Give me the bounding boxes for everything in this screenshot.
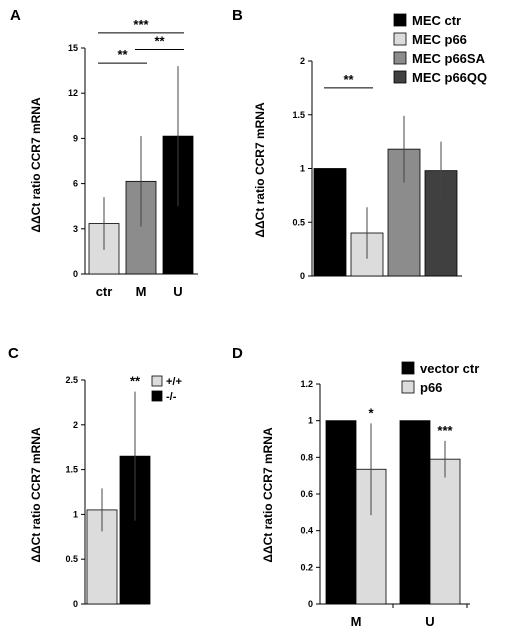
legend-swatch-c-1 [151, 390, 163, 402]
significance-label-a-1: ** [154, 34, 165, 49]
y-axis-label-a: ΔΔCt ratio CCR7 mRNA [29, 97, 43, 233]
y-tick-label-b-3: 1.5 [292, 110, 305, 120]
y-tick-label-b-1: 0.5 [292, 217, 305, 227]
y-tick-label-c-0: 0 [73, 599, 78, 609]
legend-swatch-b-3 [393, 70, 407, 84]
y-tick-label-a-5: 15 [68, 43, 78, 53]
annotation-label-d-1: *** [437, 423, 453, 438]
bar-d-0-0 [325, 420, 357, 605]
panel-letter-b: B [232, 7, 243, 24]
y-tick-label-b-4: 2 [300, 56, 305, 66]
legend-swatch-d-0 [401, 361, 415, 375]
y-tick-label-a-4: 12 [68, 88, 78, 98]
category-label-a-1: M [136, 284, 147, 299]
y-tick-label-d-4: 0.8 [300, 452, 313, 462]
legend-swatch-d-1 [401, 380, 415, 394]
legend-swatch-c-0 [151, 375, 163, 387]
legend-swatch-b-0 [393, 13, 407, 27]
y-tick-label-c-5: 2.5 [65, 375, 78, 385]
significance-label-b-0: ** [343, 72, 354, 87]
y-tick-label-d-6: 1.2 [300, 379, 313, 389]
category-label-d-1: U [425, 614, 434, 629]
legend-label-c-1: -/- [166, 391, 177, 403]
y-tick-label-c-2: 1 [73, 509, 78, 519]
annotation-label-c-0: ** [130, 374, 141, 389]
panel-letter-d: D [232, 345, 243, 362]
y-tick-label-a-0: 0 [73, 269, 78, 279]
legend-swatch-b-2 [393, 51, 407, 65]
y-tick-label-d-0: 0 [308, 599, 313, 609]
y-axis-label-d: ΔΔCt ratio CCR7 mRNA [261, 427, 275, 563]
legend-swatch-b-1 [393, 32, 407, 46]
y-tick-label-c-3: 1.5 [65, 465, 78, 475]
y-tick-label-c-1: 0.5 [65, 554, 78, 564]
y-tick-label-b-2: 1 [300, 164, 305, 174]
legend-label-c-0: +/+ [166, 376, 182, 388]
panel-letter-a: A [10, 7, 21, 24]
y-tick-label-a-1: 3 [73, 224, 78, 234]
legend-label-d-1: p66 [420, 380, 442, 395]
significance-label-a-2: *** [133, 17, 149, 32]
bar-d-1-1 [429, 458, 461, 605]
legend-label-b-2: MEC p66SA [412, 51, 486, 66]
y-tick-label-d-5: 1 [308, 416, 313, 426]
legend-label-b-0: MEC ctr [412, 13, 461, 28]
category-label-a-2: U [173, 284, 182, 299]
significance-label-a-0: ** [117, 47, 128, 62]
y-tick-label-b-0: 0 [300, 271, 305, 281]
y-tick-label-a-2: 6 [73, 179, 78, 189]
bar-d-1-0 [399, 420, 431, 605]
bar-b-0 [313, 168, 347, 277]
legend-label-d-0: vector ctr [420, 361, 479, 376]
y-tick-label-d-2: 0.4 [300, 526, 313, 536]
legend-label-b-3: MEC p66QQ [412, 70, 487, 85]
y-axis-label-b: ΔΔCt ratio CCR7 mRNA [253, 102, 267, 238]
category-label-d-0: M [351, 614, 362, 629]
panel-letter-c: C [8, 345, 19, 362]
category-label-a-0: ctr [96, 284, 113, 299]
y-tick-label-a-3: 9 [73, 133, 78, 143]
legend-label-b-1: MEC p66 [412, 32, 467, 47]
y-tick-label-d-3: 0.6 [300, 489, 313, 499]
y-axis-label-c: ΔΔCt ratio CCR7 mRNA [29, 427, 43, 563]
annotation-label-d-0: * [368, 405, 374, 420]
y-tick-label-c-4: 2 [73, 420, 78, 430]
y-tick-label-d-1: 0.2 [300, 562, 313, 572]
